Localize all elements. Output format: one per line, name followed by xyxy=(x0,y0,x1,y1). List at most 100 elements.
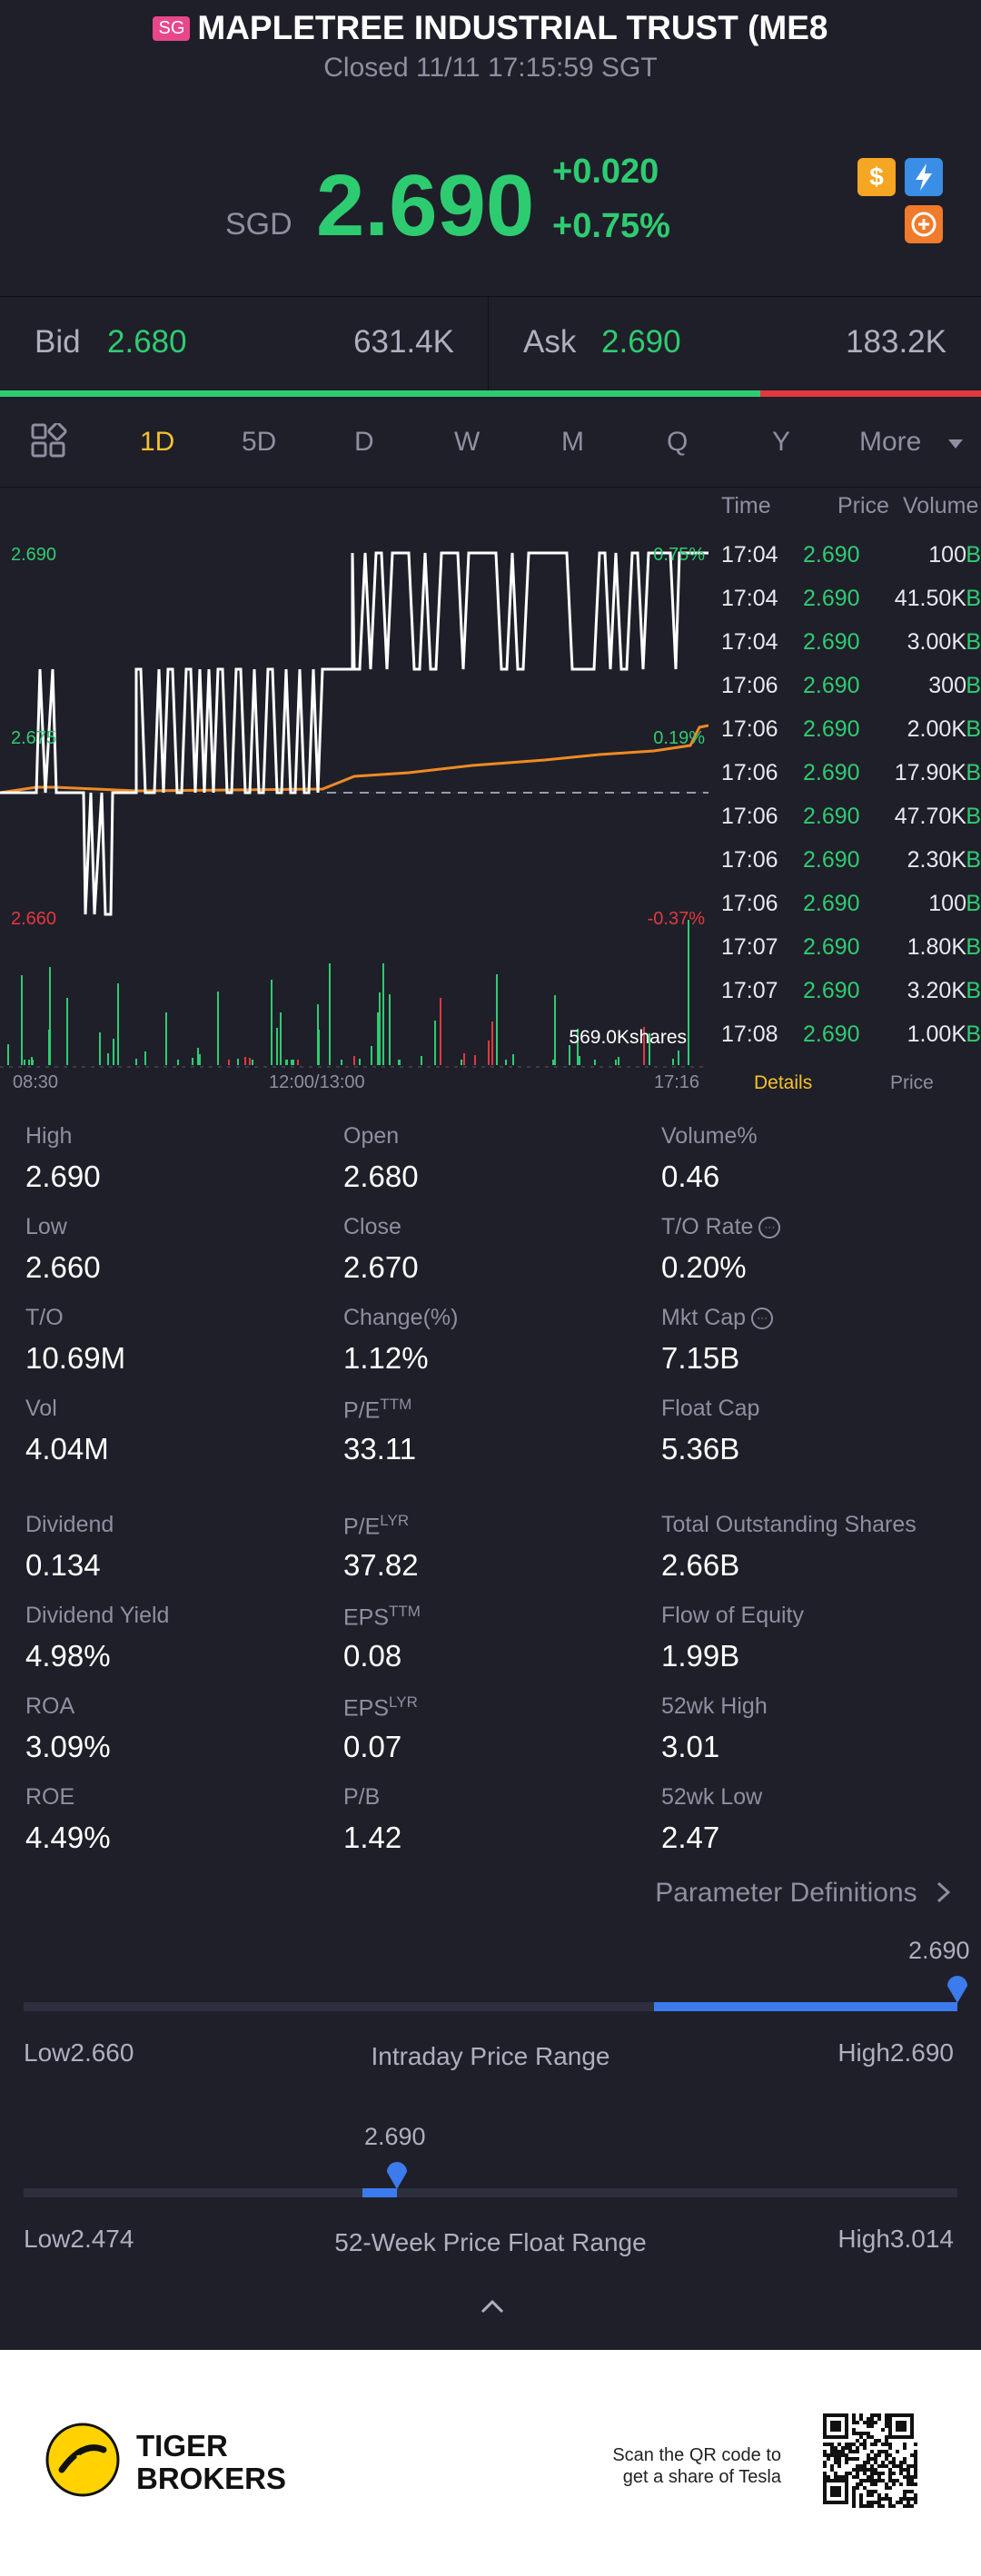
ask-label: Ask xyxy=(523,324,577,360)
stat-pe-lyr-label: P/ELYR xyxy=(343,1512,409,1540)
stat-eps-lyr: 0.07 xyxy=(343,1730,402,1763)
stat-torate-text: T/O Rate xyxy=(661,1214,754,1239)
y-label-top: 2.690 xyxy=(11,545,56,565)
y-label-bottom: 2.660 xyxy=(11,909,56,929)
stat-pb: 1.42 xyxy=(343,1821,402,1854)
stat-eps-ttm: 0.08 xyxy=(343,1639,402,1673)
intraday-low-value: 2.660 xyxy=(70,2038,134,2067)
x-label-open: 08:30 xyxy=(13,1072,59,1092)
stat-to-label: T/O xyxy=(25,1305,64,1330)
intraday-fill xyxy=(654,2002,957,2011)
ticks-tabs: Details Price xyxy=(710,1069,981,1101)
intraday-title: Intraday Price Range xyxy=(371,2042,610,2070)
tick-row: 17:08 2.690 1.00K B xyxy=(710,1022,981,1065)
tab-5d[interactable]: 5D xyxy=(242,427,277,457)
tab-1d[interactable]: 1D xyxy=(140,427,175,457)
tick-volume: 2.00K xyxy=(907,716,966,742)
stat-pe-ttm-label: P/ETTM xyxy=(343,1396,411,1424)
brand-name: TIGER BROKERS xyxy=(136,2430,286,2495)
week52-low: Low2.474 xyxy=(24,2225,134,2254)
stat-mktcap-label: Mkt Cap ··· xyxy=(661,1305,774,1331)
stat-changepct: 1.12% xyxy=(343,1341,429,1375)
bid-label: Bid xyxy=(35,324,81,360)
stat-high-label: High xyxy=(25,1123,73,1149)
week52-high-value: 3.014 xyxy=(889,2225,954,2253)
tick-price: 2.690 xyxy=(803,934,860,960)
tick-side: B xyxy=(966,978,981,1003)
tick-volume: 17.90K xyxy=(894,760,966,785)
stat-to: 10.69M xyxy=(25,1341,126,1375)
stat-vol-label: Vol xyxy=(25,1396,57,1421)
tab-d[interactable]: D xyxy=(354,427,374,457)
tick-side: B xyxy=(966,1022,981,1047)
parameter-definitions-label: Parameter Definitions xyxy=(655,1878,917,1908)
bid-ask-divider xyxy=(488,297,489,391)
dollar-icon[interactable]: $ xyxy=(857,158,896,196)
price-line xyxy=(0,551,708,916)
stat-low52: 2.47 xyxy=(661,1821,720,1854)
period-tabs: 1D 5D D W M Q Y More xyxy=(0,400,981,488)
tab-q[interactable]: Q xyxy=(667,427,689,457)
info-icon[interactable]: ··· xyxy=(758,1217,781,1239)
tick-side: B xyxy=(966,847,981,873)
stat-eps-lyr-label: EPSLYR xyxy=(343,1693,418,1722)
tick-time: 17:04 xyxy=(721,586,778,611)
ticks-tab-price[interactable]: Price xyxy=(890,1072,934,1093)
tick-time: 17:06 xyxy=(721,804,778,829)
chevron-down-icon[interactable] xyxy=(946,438,965,450)
parameter-definitions-link[interactable]: Parameter Definitions xyxy=(581,1878,954,1914)
bid-price: 2.680 xyxy=(107,324,187,360)
tick-volume: 100 xyxy=(928,542,966,568)
intraday-chart[interactable]: 2.690 2.675 2.660 0.75% 0.19% -0.37% 569… xyxy=(0,488,709,1069)
tick-side: B xyxy=(966,891,981,916)
tab-more[interactable]: More xyxy=(859,427,922,457)
stat-pe-ttm-sup: TTM xyxy=(380,1396,412,1413)
last-price: 2.690 xyxy=(316,157,535,254)
tick-row: 17:04 2.690 41.50K B xyxy=(710,586,981,629)
chevron-up-icon[interactable] xyxy=(480,2297,505,2315)
stat-tos-label: Total Outstanding Shares xyxy=(661,1512,917,1537)
qr-caption-line2: get a share of Tesla xyxy=(622,2467,781,2487)
tab-y[interactable]: Y xyxy=(772,427,791,457)
stat-roa-label: ROA xyxy=(25,1693,75,1719)
tick-price: 2.690 xyxy=(803,1022,860,1047)
stat-volpct: 0.46 xyxy=(661,1160,720,1193)
bid-ask-ratio-bar xyxy=(0,390,981,397)
average-price-line xyxy=(0,724,709,795)
tick-side: B xyxy=(966,586,981,611)
stat-high: 2.690 xyxy=(25,1160,101,1193)
stat-changepct-label: Change(%) xyxy=(343,1305,459,1330)
week52-high-label: High xyxy=(837,2225,890,2253)
flash-icon[interactable] xyxy=(905,158,943,196)
week52-track xyxy=(24,2188,957,2197)
week52-range: 2.690 Low2.474 52-Week Price Float Range… xyxy=(0,2116,981,2261)
ticks-header-time: Time xyxy=(721,493,771,518)
brand-line1: TIGER xyxy=(136,2429,228,2462)
layout-grid-icon[interactable] xyxy=(31,421,67,459)
options-icon[interactable] xyxy=(905,205,943,243)
tab-m[interactable]: M xyxy=(561,427,584,457)
tick-side: B xyxy=(966,629,981,655)
intraday-high-label: High xyxy=(837,2038,890,2067)
trade-ticks-panel[interactable]: Time Price Volume 17:04 2.690 100 B 17:04 2.6… xyxy=(710,488,981,1069)
stat-pe-lyr: 37.82 xyxy=(343,1548,419,1582)
tick-time: 17:06 xyxy=(721,847,778,873)
tab-w[interactable]: W xyxy=(454,427,481,457)
stat-pb-label: P/B xyxy=(343,1784,381,1810)
tick-volume: 2.30K xyxy=(907,847,966,873)
qr-caption-line1: Scan the QR code to xyxy=(612,2445,781,2465)
pct-label-bottom: -0.37% xyxy=(648,909,706,929)
stat-close-label: Close xyxy=(343,1214,401,1239)
tick-volume: 47.70K xyxy=(894,804,966,829)
stats-grid: High 2.690 Open 2.680 Volume% 0.46 Low 2… xyxy=(0,1112,981,1866)
ask-price: 2.690 xyxy=(601,324,681,360)
week52-fill xyxy=(362,2188,397,2197)
stat-pe-ttm: 33.11 xyxy=(343,1432,417,1466)
intraday-range: 2.690 Low2.660 Intraday Price Range High… xyxy=(0,1930,981,2075)
stat-pe-lyr-sup: LYR xyxy=(380,1512,410,1529)
info-icon[interactable]: ··· xyxy=(751,1308,774,1330)
stat-eps-ttm-text: EPS xyxy=(343,1604,390,1631)
ticks-tab-details[interactable]: Details xyxy=(754,1072,813,1093)
volume-bars xyxy=(7,920,689,1065)
stat-foe: 1.99B xyxy=(661,1639,740,1673)
